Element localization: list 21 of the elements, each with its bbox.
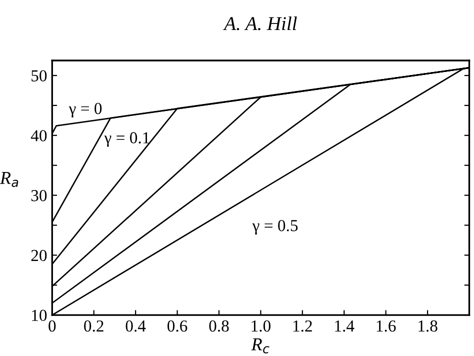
y-tick-label: 30: [31, 190, 47, 202]
y-axis-title: R$_{a}$: [0, 172, 18, 187]
chart-title: A. A. Hill: [223, 16, 297, 30]
y-tick-label: 50: [32, 70, 47, 82]
x-axis-title: R$_{c}$: [251, 338, 270, 354]
x-tick-label: 0.6: [167, 320, 188, 332]
series-label: γ = 0.1: [104, 132, 150, 147]
series-label: γ = 0.5: [252, 220, 298, 235]
x-tick-label: 0.8: [209, 320, 229, 332]
x-tick-label: 0.2: [84, 320, 104, 332]
series-label: γ = 0: [68, 102, 102, 118]
y-tick-label: 10: [32, 310, 47, 322]
x-tick-label: 1.2: [293, 320, 312, 332]
x-tick-label: 1.0: [252, 320, 270, 332]
x-tick-label: 1.6: [376, 320, 396, 332]
x-tick-label: 1.8: [418, 320, 438, 332]
x-tick-label: 0: [48, 320, 56, 332]
x-tick-label: 0.4: [126, 320, 146, 332]
y-tick-label: 40: [30, 130, 47, 142]
x-tick-label: 1.4: [335, 320, 354, 332]
y-tick-label: 20: [31, 250, 47, 262]
